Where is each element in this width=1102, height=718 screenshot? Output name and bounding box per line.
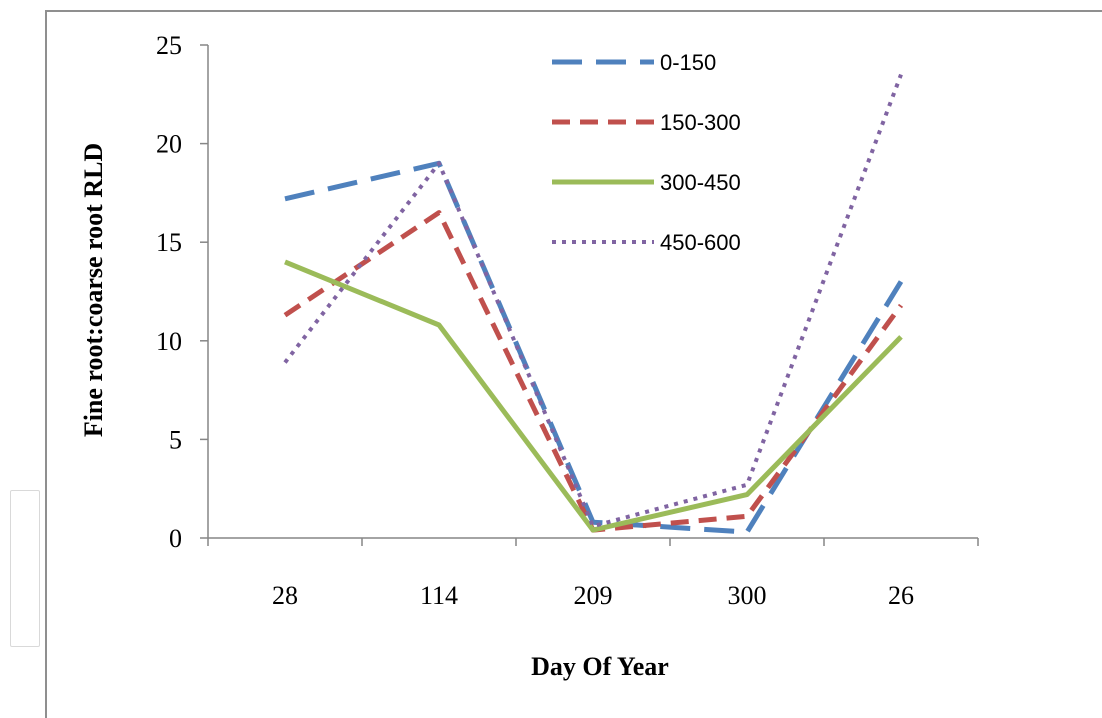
x-axis-title: Day Of Year xyxy=(531,652,669,681)
y-axis-title: Fine root:coarse root RLD xyxy=(79,143,108,437)
x-tick-label: 209 xyxy=(574,581,613,610)
series-line-300-450 xyxy=(284,259,903,533)
y-tick-label: 15 xyxy=(156,228,182,257)
legend-label: 0-150 xyxy=(660,50,716,75)
x-tick-label: 114 xyxy=(420,581,458,610)
side-panel-stub xyxy=(10,490,40,647)
x-tick-label: 26 xyxy=(888,581,914,610)
axes xyxy=(200,44,979,546)
legend-label: 300-450 xyxy=(660,170,741,195)
y-tick-label: 5 xyxy=(169,425,182,454)
y-tick-labels: 0 5 10 15 20 25 xyxy=(156,31,182,553)
y-tick-label: 25 xyxy=(156,31,182,60)
legend: 0-150 150-300 300-450 450-600 xyxy=(552,50,741,255)
legend-label: 450-600 xyxy=(660,230,741,255)
legend-label: 150-300 xyxy=(660,110,741,135)
series-lines xyxy=(283,73,904,535)
x-tick-label: 28 xyxy=(272,581,298,610)
x-tick-label: 300 xyxy=(728,581,767,610)
series-line-0-150 xyxy=(284,160,904,535)
x-tick-labels: 28 114 209 300 26 xyxy=(272,581,914,610)
chart-frame xyxy=(45,10,1102,718)
y-tick-label: 10 xyxy=(156,327,182,356)
y-tick-label: 20 xyxy=(156,130,182,159)
series-line-450-600 xyxy=(283,73,903,529)
y-tick-label: 0 xyxy=(169,524,182,553)
series-line-150-300 xyxy=(283,210,904,533)
